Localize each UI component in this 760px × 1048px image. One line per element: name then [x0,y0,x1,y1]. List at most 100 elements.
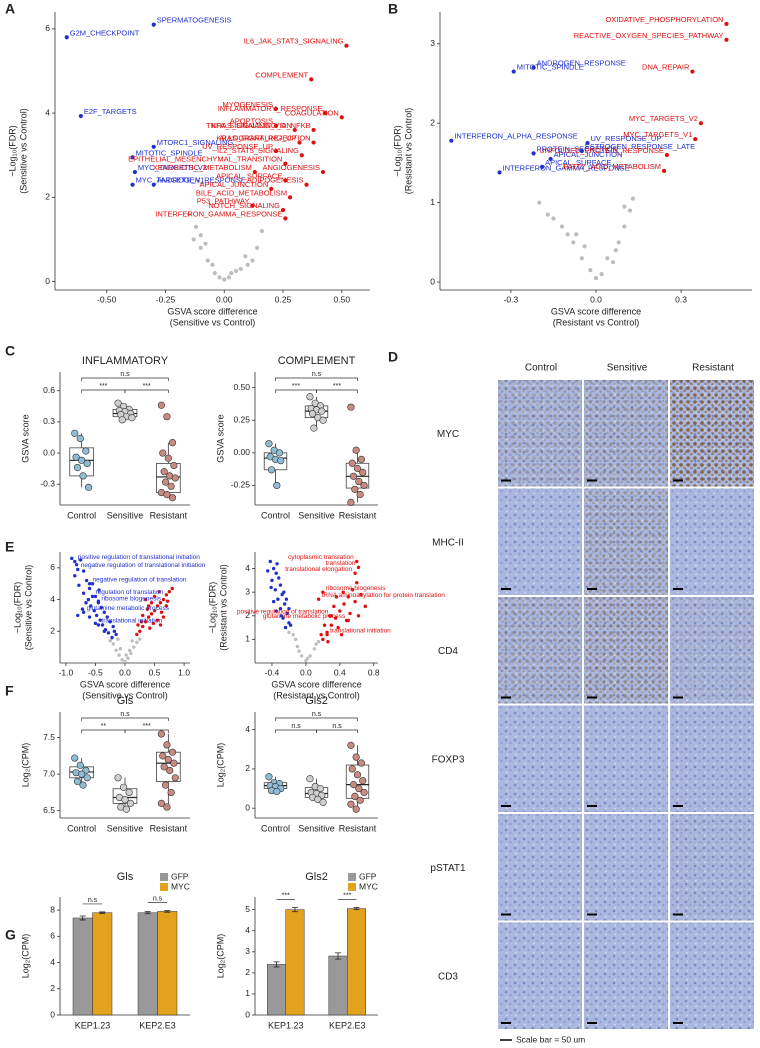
data-point [511,69,516,74]
bar [92,912,113,1016]
data-point [574,232,579,237]
data-point [360,788,368,797]
x-tick-label: 0.0 [590,294,602,304]
x-tick-label: Control [261,823,290,833]
data-point [81,569,86,573]
panel-letter: C [5,343,15,359]
data-point [191,237,196,242]
data-point [118,416,126,424]
x-axis-label: GSVA score difference [167,306,257,316]
scale-bar [673,1022,683,1024]
data-point [79,781,87,789]
data-point [690,69,695,74]
data-point [226,275,232,280]
x-axis-label: (Resistant vs Control) [553,317,640,327]
point-label: KRAS_SIGNALING_DN [211,121,291,130]
data-point [282,602,287,606]
bar [285,909,305,1016]
y-tick-label: 2 [50,983,55,993]
data-point [139,620,144,624]
data-point [170,586,174,591]
data-point [273,148,279,154]
data-point [71,754,79,762]
bracket-label: *** [333,383,341,390]
y-tick-label: 0.50 [233,382,250,392]
data-point [76,434,84,443]
data-point [347,403,355,411]
data-point [132,645,136,649]
data-point [186,212,192,217]
data-point [579,256,584,261]
point-label: E2F_TARGETS [84,107,137,116]
data-point [271,599,276,604]
data-point [579,148,584,154]
point-label: IL2_STAT5_SIGNALING [217,146,299,155]
y-axis-label: Log₂(CPM) [20,934,30,979]
data-point [74,562,79,567]
y-tick-label: 0.25 [233,414,250,424]
point-label: IL6_JAK_STAT3_SIGNALING [244,37,344,46]
data-point [537,200,542,205]
point-label: APOPTOSIS [230,117,273,126]
data-point [605,256,610,261]
y-axis-label: (Sensitive vs Control) [18,108,28,194]
x-axis-label: GSVA score difference [80,679,170,689]
data-point [159,610,164,614]
data-point [161,781,170,789]
point-label: ANGIOGENESIS [262,163,320,172]
point-label: UV_RESPONSE_UP [202,142,273,151]
y-tick-label: 5 [245,904,250,914]
data-point [339,632,344,637]
data-point [78,770,86,778]
data-point [73,559,77,564]
data-point [250,203,255,208]
x-tick-label: -0.4 [265,667,280,677]
point-label: PROTEIN_SECRETION [537,144,618,153]
data-point [160,763,168,771]
data-point [571,240,576,245]
data-point [157,799,165,807]
data-point [78,113,83,119]
bar [347,908,366,1016]
column-label: Resistant [692,363,734,374]
data-point [168,439,177,447]
data-point [266,569,270,573]
y-tick-label: 2 [245,763,250,773]
error-bar [353,907,360,911]
ihc-stain [584,488,668,595]
data-point [136,623,140,627]
data-point [146,615,151,619]
ihc-texture [498,705,582,812]
data-point [118,647,122,651]
point-label: G2M_CHECKPOINT [70,28,140,37]
data-point [151,182,156,187]
bar [137,912,158,1016]
y-tick-label: 1 [245,634,250,644]
data-point [121,796,129,804]
data-point [304,182,309,187]
bar [72,917,93,1016]
row-label: FOXP3 [432,754,465,765]
point-label: translational initiation [101,618,162,625]
y-tick-label: 4 [50,594,55,604]
data-point [622,224,627,229]
y-axis-label: Log₂(CPM) [20,743,30,788]
y-tick-label: 2 [430,117,435,127]
data-point [108,639,112,643]
data-point [322,623,327,627]
data-point [359,777,367,785]
ihc-stain [584,597,668,704]
data-point [151,22,156,27]
row-label: pSTAT1 [430,863,466,874]
data-point [125,788,133,797]
scale-bar [587,1022,597,1024]
data-point [210,262,215,267]
bracket-label: n.s [332,723,342,730]
data-point [616,240,621,245]
y-axis-label: GSVA score [20,414,30,462]
point-label: BILE_ACID_METABOLISM [196,188,287,197]
data-point [283,178,288,183]
x-tick-label: 0.0 [119,667,131,677]
data-point [724,37,729,42]
data-point [610,260,616,265]
